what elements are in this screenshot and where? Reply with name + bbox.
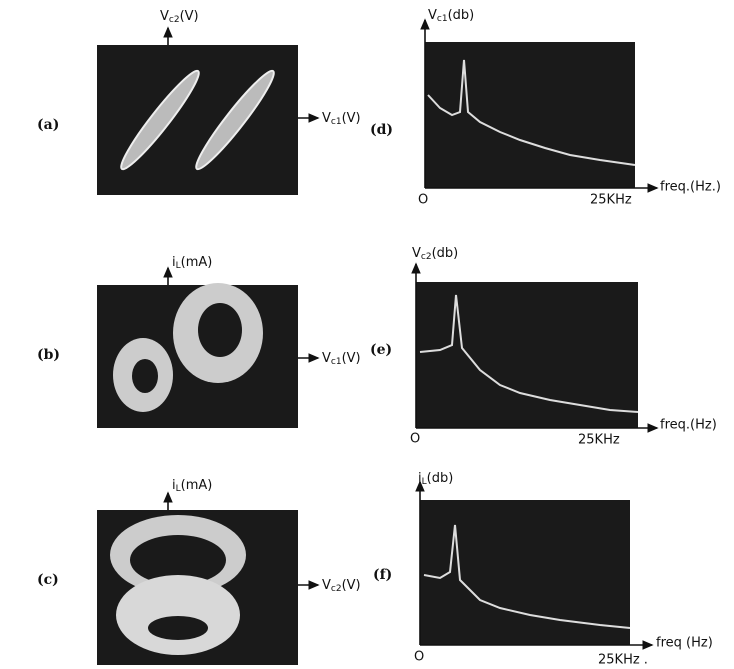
origin-label: O: [418, 193, 428, 208]
x-axis-label: freq.(Hz): [660, 418, 717, 433]
x-axis-label: Vc1(V): [322, 351, 361, 367]
origin-label: O: [414, 650, 424, 665]
panel-label: (b): [37, 347, 60, 363]
y-axis-label: Vc2(db): [412, 246, 458, 262]
panel-b: (b) iL(mA) Vc1(V): [37, 255, 361, 429]
label-part: c2: [421, 252, 432, 262]
scope-photo: [416, 282, 638, 428]
label-part: V: [322, 578, 331, 593]
label-part: c1: [331, 357, 342, 367]
x-axis-label: freq.(Hz.): [660, 180, 721, 195]
label-part: c2: [331, 584, 342, 594]
y-axis-label: iL(db): [418, 471, 453, 487]
y-axis-label: iL(mA): [172, 478, 212, 494]
origin-label: O: [410, 432, 420, 447]
panel-label: (f): [373, 567, 392, 583]
label-part: V: [322, 351, 331, 366]
label-part: (V): [342, 111, 361, 126]
label-part: (V): [180, 9, 199, 24]
x-axis-label: freq (Hz): [656, 636, 713, 651]
panel-label: (c): [37, 572, 59, 588]
panel-d: (d) Vc1(db) freq.(Hz.) O 25KHz: [370, 8, 721, 208]
label-part: (db): [427, 471, 454, 486]
y-axis-label: iL(mA): [172, 255, 212, 271]
label-part: (mA): [181, 478, 213, 493]
panel-label: (d): [370, 122, 393, 138]
label-part: (V): [342, 351, 361, 366]
x-axis-label: Vc1(V): [322, 111, 361, 127]
y-axis-label: Vc2(V): [160, 9, 199, 25]
label-part: V: [428, 8, 437, 23]
panel-label: (e): [370, 342, 392, 358]
label-part: (db): [448, 8, 475, 23]
x-axis-label: Vc2(V): [322, 578, 361, 594]
label-part: (mA): [181, 255, 213, 270]
label-part: V: [412, 246, 421, 261]
scope-photo: [425, 42, 635, 188]
scope-photo: [97, 45, 298, 195]
x-max-label: 25KHz: [590, 193, 632, 208]
panel-label: (a): [37, 117, 59, 133]
label-part: c1: [437, 14, 448, 24]
label-part: (V): [342, 578, 361, 593]
x-max-label: 25KHz .: [598, 653, 648, 668]
panel-c: (c) iL(mA) Vc2(V): [37, 478, 361, 666]
label-part: c2: [169, 15, 180, 25]
scope-photo: [420, 500, 630, 645]
label-part: (db): [432, 246, 459, 261]
panel-a: (a) Vc2(V) Vc1(V): [37, 9, 361, 196]
label-part: c1: [331, 117, 342, 127]
panel-e: (e) Vc2(db) freq.(Hz) O 25KHz: [370, 246, 717, 448]
label-part: V: [160, 9, 169, 24]
panel-f: (f) iL(db) freq (Hz) O 25KHz .: [373, 471, 713, 668]
y-axis-label: Vc1(db): [428, 8, 474, 24]
x-max-label: 25KHz: [578, 433, 620, 448]
figure: (a) Vc2(V) Vc1(V) (b) iL(mA) Vc1(V) (c) …: [0, 0, 734, 669]
label-part: V: [322, 111, 331, 126]
